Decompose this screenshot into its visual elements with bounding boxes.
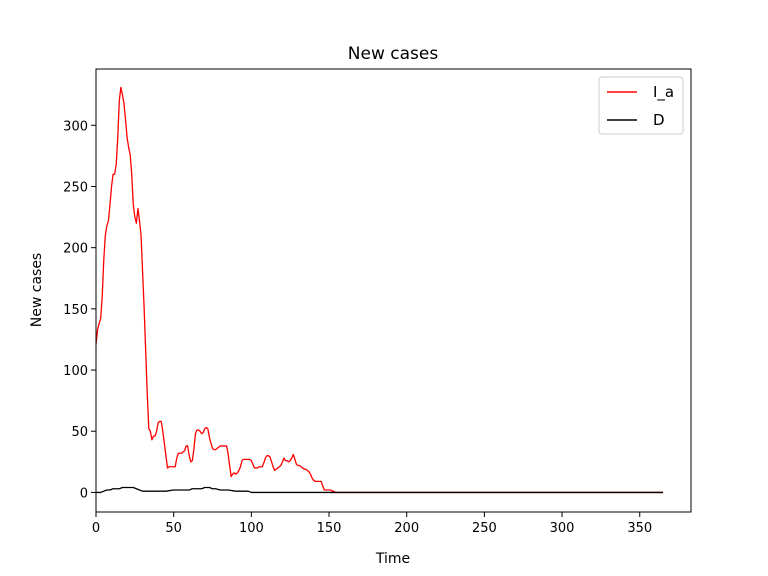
x-tick-label: 350 (627, 521, 652, 536)
legend-label: D (653, 111, 665, 129)
x-tick-label: 250 (472, 521, 497, 536)
y-tick-label: 0 (80, 486, 88, 501)
y-tick-label: 50 (71, 425, 88, 440)
x-axis: 0 50 100 150 200 250 300 350 (92, 512, 652, 536)
x-tick-label: 200 (394, 521, 419, 536)
legend-label: I_a (653, 83, 674, 102)
y-tick-label: 250 (63, 180, 88, 195)
y-axis: 0 50 100 150 200 250 300 (63, 119, 96, 501)
series-line-i-a (95, 86, 664, 494)
x-tick-label: 50 (165, 521, 182, 536)
y-tick-label: 150 (63, 303, 88, 318)
x-tick-label: 150 (317, 521, 342, 536)
x-tick-label: 300 (550, 521, 575, 536)
y-axis-label: New cases (29, 253, 45, 327)
plot-frame (95, 68, 692, 513)
x-tick-label: 0 (92, 521, 100, 536)
series-line-d (96, 486, 664, 494)
x-axis-label: Time (375, 551, 410, 567)
y-tick-label: 300 (63, 119, 88, 134)
y-tick-label: 200 (63, 242, 88, 257)
x-tick-label: 100 (239, 521, 264, 536)
chart-title: New cases (348, 44, 439, 64)
legend: I_a D (598, 76, 684, 135)
y-tick-label: 100 (63, 364, 88, 379)
series-layer (95, 86, 664, 494)
